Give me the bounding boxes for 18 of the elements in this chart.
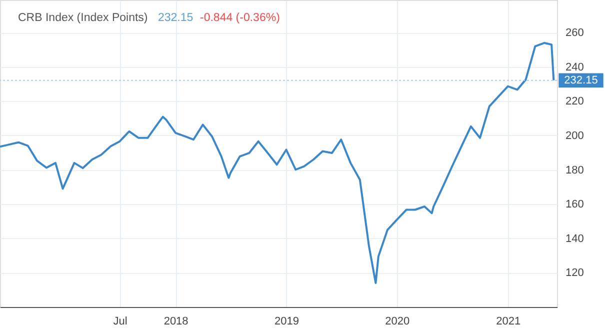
y-tick-label: 240 [566,61,584,74]
y-tick-label: 200 [566,130,584,142]
x-tick-label: 2021 [496,316,521,328]
x-tick-label: 2020 [385,316,410,328]
x-tick-label: 2018 [164,316,188,328]
y-tick-label: 140 [566,232,584,245]
x-tick-label: Jul [113,316,128,328]
x-tick-label: 2019 [274,316,299,328]
annotation: -0.844 (-0.36%) [200,12,280,24]
line-series [0,42,555,284]
annotation: 232.15 [158,12,194,24]
y-tick-label: 180 [566,164,584,176]
y-tick-label: 160 [566,198,584,211]
text: CRB Index (Index Points) [18,12,148,24]
ref-line-label: 232.15 [564,74,598,86]
y-tick-label: 120 [566,267,584,280]
y-tick-label: 260 [566,27,584,40]
y-tick-label: 220 [566,96,584,108]
